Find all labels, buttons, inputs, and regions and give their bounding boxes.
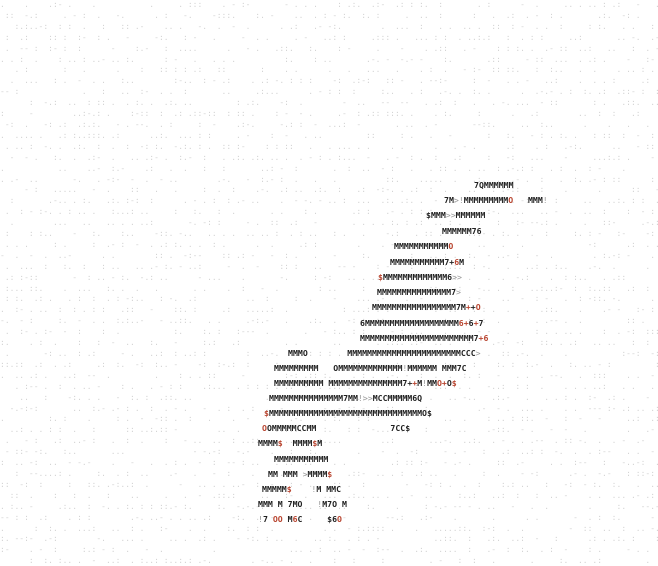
ascii-row: 7QMMMMMM [474, 180, 514, 190]
ascii-row: $MMMMMMMMMMMMM6>> [378, 272, 462, 282]
ascii-row: MMMMMM76 [442, 226, 482, 236]
ascii-row: MMMMMMMMMM MMMMMMMMMMMMMMM7++M!MMO+O$ [274, 378, 457, 388]
ascii-row: MMMMMMMMM OMMMMMMMMMMMMM!MMMMMM MMM7C [274, 363, 467, 373]
ascii-row: MMMMMMMMMMMO [394, 241, 453, 251]
ascii-row: $MMM>>MMMMMM [426, 210, 485, 220]
ascii-row: MMMM$ MMMM$M [258, 438, 322, 448]
ascii-row: MMMMMMMMMMMMMMM7> [377, 287, 461, 297]
ascii-row: MMMMMMMMMMM7+6M [390, 257, 464, 267]
ascii-row: MMMMM$ !M MMC [262, 484, 341, 494]
ascii-row: MMMO MMMMMMMMMMMMMMMMMMMMMMMCCC> [288, 348, 481, 358]
ascii-row: $MMMMMMMMMMMMMMMMMMMMMMMMMMMMMMMO$ [264, 408, 432, 418]
ascii-row: MMMMMMMMMMMMMMMMMMMMMMM7+6 [360, 333, 488, 343]
ascii-row: MMMMMMMMMMMMMMM7MM!>>MCCMMMMM6Q [269, 393, 422, 403]
ascii-row: MMM M 7MO !M7O M [258, 499, 347, 509]
ascii-row: MM MMM >MMMM$ [268, 469, 332, 479]
ascii-row: OOMMMMMCCMM 7CC$ [262, 423, 410, 433]
ascii-row: 7M>!MMMMMMMMMO MMM! [444, 195, 548, 205]
ascii-row: MMMMMMMMMMMMMMMMM7M++O [372, 302, 481, 312]
ascii-row: !7 OO M6C $6O [258, 514, 342, 524]
ascii-row: 6MMMMMMMMMMMMMMMMMMM6+6+7 [360, 318, 483, 328]
ascii-row: MMMMMMMMMMM [274, 454, 328, 464]
